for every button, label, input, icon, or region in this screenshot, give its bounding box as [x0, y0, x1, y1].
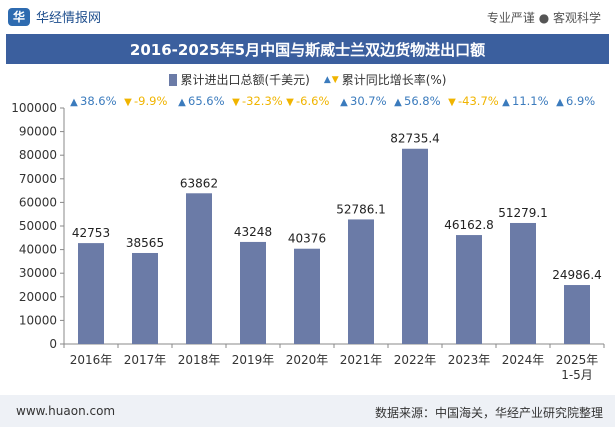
x-tick-label: 2018年 [178, 353, 221, 367]
title-band: 2016-2025年5月中国与斯威士兰双边货物进出口额 [6, 34, 609, 64]
chart-title: 2016-2025年5月中国与斯威士兰双边货物进出口额 [129, 40, 486, 59]
data-source: 数据来源：中国海关，华经产业研究院整理 [374, 406, 603, 420]
x-tick-label: 2017年 [124, 353, 167, 367]
x-tick-label: 2025年 [556, 353, 599, 367]
growth-down-triangle-icon: ▼ [448, 97, 456, 108]
bar-value-label: 52786.1 [336, 202, 386, 216]
y-tick-label: 100000 [11, 101, 57, 115]
bar [78, 243, 104, 344]
y-tick-label: 70000 [19, 172, 57, 186]
bar-chart: 0 10000 20000 30000 40000 50000 60000 70000 8000… [11, 94, 605, 382]
bar-value-label: 63862 [180, 176, 218, 190]
growth-labels: ▲ 38.6% ▼ -9.9% ▲ 65.6% ▼ -32.3% ▼ -6.6% ▲ 30.7% ▲ 56… [70, 94, 595, 108]
growth-up-triangle-icon: ▲ [502, 97, 510, 108]
bar-value-label: 40376 [288, 232, 326, 246]
x-tick-label: 2024年 [502, 353, 545, 367]
x-tick-label: 2019年 [232, 353, 275, 367]
y-tick-label: 10000 [19, 313, 57, 327]
bar-value-label: 43248 [234, 225, 272, 239]
growth-value-label: 30.7% [350, 94, 387, 108]
growth-value-label: 65.6% [188, 94, 225, 108]
x-tick-label: 2021年 [340, 353, 383, 367]
x-tick-label: 2016年 [70, 353, 113, 367]
bar [456, 235, 482, 344]
growth-down-triangle-icon: ▼ [232, 97, 240, 108]
y-axis: 0 10000 20000 30000 40000 50000 60000 70000 8000… [11, 101, 65, 351]
growth-value-label: 11.1% [512, 94, 549, 108]
bars: 42753 38565 63862 43248 40376 52786.1 82735.4 4… [72, 132, 602, 344]
growth-value-label: -6.6% [296, 94, 329, 108]
growth-down-triangle-icon: ▼ [124, 97, 132, 108]
bar [348, 219, 374, 344]
bar [186, 193, 212, 344]
brand: 华 华经情报网 [8, 7, 101, 26]
legend-bar-swatch [168, 73, 177, 86]
bar [240, 241, 266, 344]
bar-value-label: 42753 [72, 226, 110, 240]
x-tick-label: 2023年 [448, 353, 491, 367]
y-tick-label: 90000 [19, 125, 57, 139]
y-tick-label: 0 [49, 337, 57, 351]
x-tick-label: 1-5月 [561, 368, 593, 382]
footer: www.huaon.com 数据来源：中国海关，华经产业研究院整理 [0, 395, 615, 427]
growth-up-triangle-icon: ▲ [556, 97, 564, 108]
y-tick-label: 50000 [19, 219, 57, 233]
x-tick-label: 2022年 [394, 353, 437, 367]
bar-value-label: 51279.1 [498, 206, 548, 220]
growth-down-triangle-icon: ▼ [286, 97, 294, 108]
growth-value-label: 56.8% [404, 94, 441, 108]
bar-value-label: 82735.4 [390, 132, 440, 146]
y-tick-label: 60000 [19, 195, 57, 209]
bar [510, 222, 536, 344]
growth-up-triangle-icon: ▲ [394, 97, 402, 108]
bar [402, 148, 428, 344]
bar [564, 285, 590, 344]
legend-down-triangle-icon: ▼ [331, 74, 339, 85]
growth-value-label: 6.9% [566, 94, 595, 108]
growth-value-label: 38.6% [80, 94, 117, 108]
bar [132, 252, 158, 344]
top-bar: 华 华经情报网 专业严谨 ● 客观科学 [0, 0, 615, 34]
brand-name: 华经情报网 [36, 11, 102, 26]
y-tick-label: 30000 [19, 266, 57, 280]
growth-value-label: -32.3% [242, 94, 283, 108]
slogan: 专业严谨 ● 客观科学 [486, 11, 601, 25]
growth-value-label: -43.7% [458, 94, 499, 108]
legend: 累计进出口总额(千美元) ▲ ▼ 累计同比增长率(%) [0, 71, 615, 88]
legend-series-total: 累计进出口总额(千美元) [180, 73, 310, 87]
growth-up-triangle-icon: ▲ [70, 97, 78, 108]
legend-series-growth: 累计同比增长率(%) [341, 73, 447, 87]
bar-value-label: 24986.4 [552, 268, 602, 282]
bar-value-label: 38565 [126, 236, 164, 250]
x-tick-label: 2020年 [286, 353, 329, 367]
bar [294, 248, 320, 344]
y-tick-label: 40000 [19, 243, 57, 257]
legend-up-triangle-icon: ▲ [323, 74, 331, 85]
footer-url: www.huaon.com [16, 404, 116, 418]
growth-up-triangle-icon: ▲ [340, 97, 348, 108]
y-tick-label: 20000 [19, 290, 57, 304]
growth-up-triangle-icon: ▲ [178, 97, 186, 108]
growth-value-label: -9.9% [134, 94, 167, 108]
bar-value-label: 46162.8 [444, 218, 494, 232]
x-axis: 2016年 2017年 2018年 2019年 2020年 2021年 2022年 2023年… [63, 343, 605, 382]
brand-logo-icon: 华 [8, 7, 30, 26]
y-tick-label: 80000 [19, 148, 57, 162]
